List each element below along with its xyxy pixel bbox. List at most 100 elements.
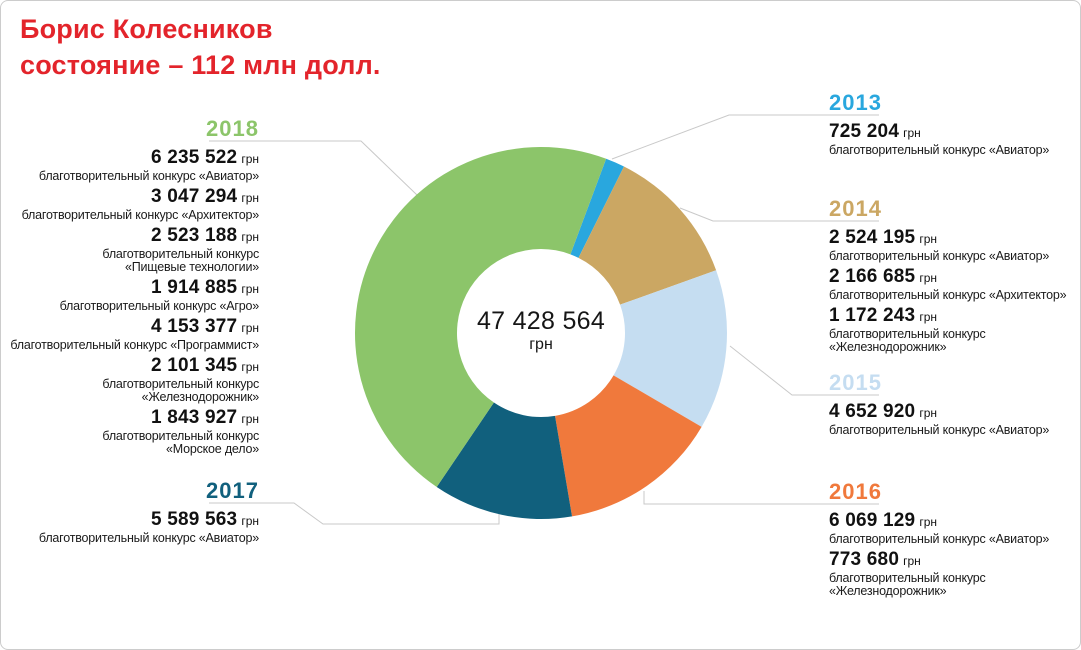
contest-label: благотворительный конкурс «Авиатор»	[38, 169, 259, 183]
year-heading-2013: 2013	[829, 90, 882, 115]
year-entries-2013: 725 204 грн благотворительный конкурс «Ав…	[829, 121, 1079, 157]
currency-unit: грн	[241, 152, 259, 166]
donation-entry: 773 680 грн благотворительный конкурс «Же…	[829, 549, 1079, 598]
donation-entry: 1 914 885 грн благотворительный конкурс «…	[9, 277, 260, 313]
year-heading-2014: 2014	[829, 196, 882, 221]
year-group-2017: 2017 5 589 563 грн благотворительный конк…	[9, 479, 259, 548]
contest-label-line2: «Железнодорожник»	[829, 340, 947, 354]
amount-line: 6 069 129 грн	[829, 510, 1079, 533]
currency-unit: грн	[919, 310, 938, 324]
year-entries-2017: 5 589 563 грн благотворительный конкурс «…	[9, 509, 259, 545]
year-entries-2018: 6 235 522 грн благотворительный конкурс «…	[9, 147, 259, 456]
contest-label-line2: «Морское дело»	[165, 442, 259, 456]
year-entries-2014: 2 524 195 грн благотворительный конкурс «…	[829, 227, 1079, 354]
currency-unit: грн	[241, 412, 259, 426]
donation-entry: 5 589 563 грн благотворительный конкурс «…	[9, 509, 259, 545]
amount-value: 1 914 885	[150, 277, 238, 298]
amount-value: 2 166 685	[829, 266, 916, 287]
currency-unit: грн	[241, 282, 259, 296]
contest-label: благотворительный конкурс «Авиатор»	[38, 531, 259, 545]
amount-line: 6 235 522 грн	[9, 147, 259, 170]
contest-label: благотворительный конкурс	[829, 571, 986, 585]
donation-entry: 725 204 грн благотворительный конкурс «Ав…	[829, 121, 1079, 157]
contest-label-line2: «Железнодорожник»	[141, 390, 260, 404]
donation-entry: 2 523 188 грн благотворительный конкурс «…	[9, 225, 259, 274]
leader-line-2013	[611, 114, 879, 160]
currency-unit: грн	[241, 514, 259, 528]
donut-slice-2014	[578, 166, 717, 305]
amount-line: 1 914 885 грн	[9, 277, 259, 300]
title-line-1: Борис Колесников	[20, 14, 273, 44]
currency-unit: грн	[241, 360, 259, 374]
amount-line: 2 101 345 грн	[9, 355, 259, 378]
contest-label: благотворительный конкурс	[102, 377, 259, 391]
amount-value: 773 680	[829, 549, 900, 570]
currency-unit: грн	[241, 321, 259, 335]
currency-unit: грн	[919, 271, 938, 285]
contest-label: благотворительный конкурс «Программист»	[10, 338, 259, 352]
leader-line-2018	[209, 140, 418, 196]
year-group-2013: 2013 725 204 грн благотворительный конкур…	[829, 91, 1079, 160]
currency-unit: грн	[919, 515, 938, 529]
amount-line: 4 652 920 грн	[829, 401, 1079, 424]
amount-line: 2 524 195 грн	[829, 227, 1079, 250]
amount-value: 1 172 243	[829, 305, 916, 326]
donation-entry: 4 153 377 грн благотворительный конкурс «…	[9, 316, 259, 352]
currency-unit: грн	[241, 191, 259, 205]
donation-entry: 2 524 195 грн благотворительный конкурс «…	[829, 227, 1079, 263]
leader-line-2017	[209, 502, 500, 525]
year-heading-2017: 2017	[206, 478, 259, 503]
year-heading-2018: 2018	[206, 116, 259, 141]
contest-label: благотворительный конкурс «Авиатор»	[829, 143, 1050, 157]
leader-line-2016	[643, 491, 879, 505]
amount-line: 773 680 грн	[829, 549, 1079, 572]
amount-line: 1 843 927 грн	[9, 407, 259, 430]
donation-entry: 1 172 243 грн благотворительный конкурс «…	[829, 305, 1079, 354]
year-group-2016: 2016 6 069 129 грн благотворительный конк…	[829, 480, 1079, 601]
leader-line-2014	[679, 207, 879, 222]
donut-slice-2017	[436, 402, 573, 520]
amount-line: 3 047 294 грн	[9, 186, 259, 209]
donut-slices	[354, 146, 727, 520]
donation-entry: 3 047 294 грн благотворительный конкурс «…	[9, 186, 260, 222]
contest-label-line2: «Пищевые технологии»	[124, 260, 259, 274]
amount-value: 725 204	[829, 121, 900, 142]
donation-entry: 4 652 920 грн благотворительный конкурс «…	[829, 401, 1079, 437]
page-title: Борис Колесников состояние – 112 млн дол…	[20, 11, 381, 83]
donation-entry: 6 235 522 грн благотворительный конкурс «…	[9, 147, 259, 183]
amount-line: 5 589 563 грн	[9, 509, 259, 532]
amount-line: 1 172 243 грн	[829, 305, 1079, 328]
donut-slice-2013	[570, 158, 624, 258]
amount-value: 3 047 294	[150, 186, 238, 207]
leader-lines	[209, 114, 879, 525]
amount-value: 4 153 377	[150, 316, 238, 337]
contest-label: благотворительный конкурс «Архитектор»	[829, 288, 1067, 302]
contest-label-line2: «Железнодорожник»	[829, 584, 947, 598]
amount-line: 2 166 685 грн	[829, 266, 1079, 289]
year-entries-2015: 4 652 920 грн благотворительный конкурс «…	[829, 401, 1079, 437]
amount-value: 5 589 563	[150, 509, 238, 530]
year-group-2018: 2018 6 235 522 грн благотворительный конк…	[9, 117, 259, 459]
donut-slice-2018	[354, 146, 607, 488]
donut-slice-2016	[555, 375, 702, 517]
amount-line: 2 523 188 грн	[9, 225, 259, 248]
contest-label: благотворительный конкурс «Архитектор»	[21, 208, 260, 222]
amount-value: 1 843 927	[150, 407, 238, 428]
donut-slice-2015	[613, 270, 727, 427]
amount-value: 2 524 195	[829, 227, 916, 248]
leader-line-2015	[729, 345, 879, 396]
center-total-unit: грн	[529, 336, 553, 353]
contest-label: благотворительный конкурс	[102, 247, 259, 261]
amount-value: 2 101 345	[150, 355, 238, 376]
currency-unit: грн	[919, 232, 938, 246]
amount-line: 4 153 377 грн	[9, 316, 259, 339]
amount-value: 4 652 920	[829, 401, 916, 422]
contest-label: благотворительный конкурс	[102, 429, 259, 443]
donation-entry: 2 166 685 грн благотворительный конкурс «…	[829, 266, 1079, 302]
year-group-2014: 2014 2 524 195 грн благотворительный конк…	[829, 197, 1079, 357]
amount-line: 725 204 грн	[829, 121, 1079, 144]
currency-unit: грн	[903, 554, 921, 568]
contest-label: благотворительный конкурс «Агро»	[59, 299, 260, 313]
